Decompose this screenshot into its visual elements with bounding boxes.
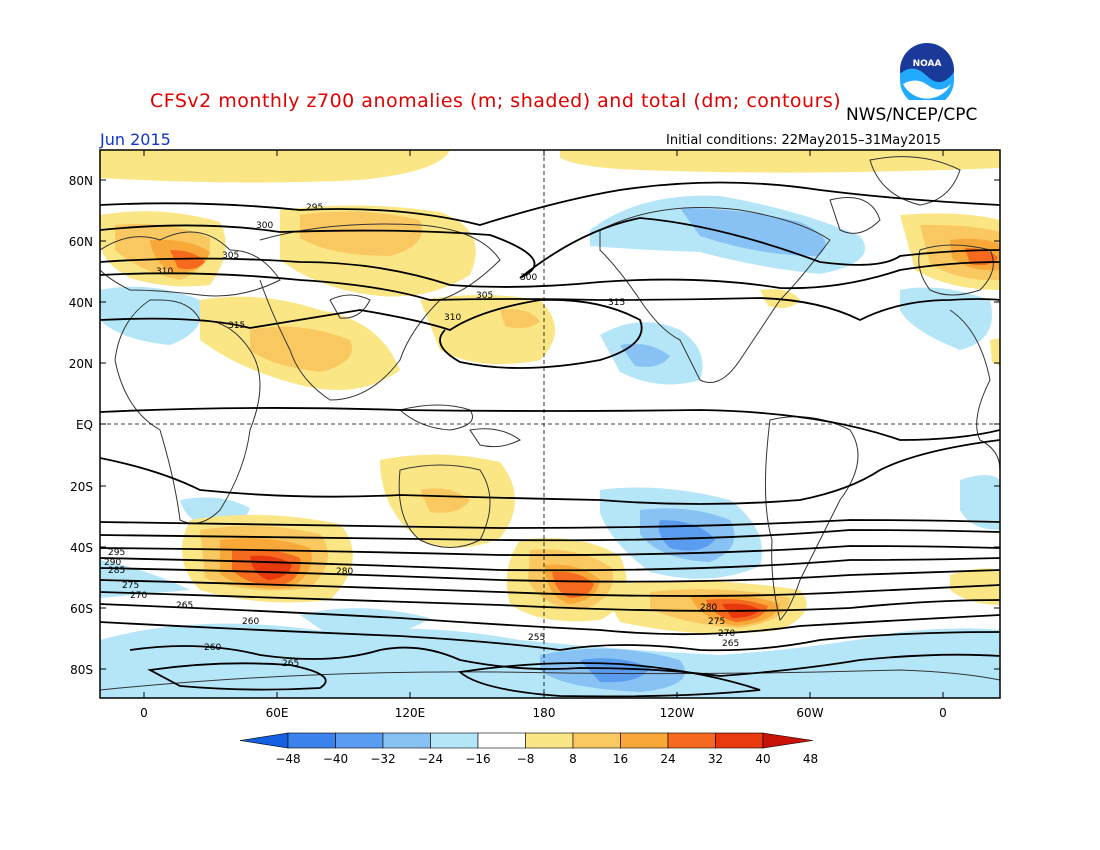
lon-label: 120E xyxy=(395,706,426,720)
contour-label: 315 xyxy=(228,321,245,331)
colorbar-label: 24 xyxy=(660,752,675,766)
colorbar-label: −40 xyxy=(323,752,348,766)
lat-label: 80S xyxy=(70,663,93,677)
lat-label: 80N xyxy=(69,174,93,188)
contour-label: 295 xyxy=(108,548,125,558)
contour-label: 265 xyxy=(282,659,299,669)
contour-label: 310 xyxy=(444,313,461,323)
contour-label: 280 xyxy=(700,603,717,613)
contour-label: 280 xyxy=(336,567,353,577)
colorbar-swatch xyxy=(620,732,669,749)
contour-label: 285 xyxy=(108,566,125,576)
lat-label: 40S xyxy=(70,541,93,555)
height-contours xyxy=(100,181,1000,698)
colorbar-label: −24 xyxy=(418,752,443,766)
colorbar-swatch xyxy=(525,732,574,749)
contour-label: 310 xyxy=(156,267,173,277)
logo-text: NOAA xyxy=(913,59,942,69)
colorbar-label: 32 xyxy=(708,752,723,766)
contour-label: 270 xyxy=(130,591,147,601)
colorbar-arrow-left xyxy=(239,732,289,749)
colorbar-label: 40 xyxy=(755,752,770,766)
colorbar-swatch xyxy=(287,732,336,749)
month-label: Jun 2015 xyxy=(100,130,171,149)
colorbar-arrow-right xyxy=(762,732,814,749)
contour-label: 275 xyxy=(708,617,725,627)
noaa-logo: NOAA xyxy=(898,41,956,100)
colorbar-swatch xyxy=(667,732,716,749)
anomaly-shading xyxy=(100,150,1000,698)
contour-label: 305 xyxy=(222,251,239,261)
colorbar-legend: −48 −40 −32 −24 −16 −8 8 16 24 32 40 48 xyxy=(239,732,818,766)
colorbar-swatch xyxy=(477,732,526,749)
lat-label: 60N xyxy=(69,235,93,249)
lon-label: 0 xyxy=(140,706,148,720)
colorbar-swatch xyxy=(382,732,431,749)
lon-label: 120W xyxy=(660,706,695,720)
lon-label: 0 xyxy=(939,706,947,720)
contour-label: 315 xyxy=(608,298,625,308)
contour-label: 275 xyxy=(122,581,139,591)
contour-label: 300 xyxy=(256,221,273,231)
colorbar-swatch xyxy=(572,732,621,749)
longitude-axis: 0 60E 120E 180 120W 60W 0 xyxy=(140,150,947,720)
colorbar-label: 48 xyxy=(803,752,818,766)
chart-title: CFSv2 monthly z700 anomalies (m; shaded)… xyxy=(150,90,842,112)
colorbar-label: −32 xyxy=(370,752,395,766)
contour-label: 290 xyxy=(104,558,121,568)
latitude-axis: 80N 60N 40N 20N EQ 20S 40S 60S 80S xyxy=(69,174,1000,677)
colorbar-label: 8 xyxy=(569,752,577,766)
lat-label: EQ xyxy=(76,418,93,432)
contour-label: 260 xyxy=(204,643,221,653)
contour-label: 265 xyxy=(176,601,193,611)
colorbar-swatch xyxy=(715,732,764,749)
lat-label: 60S xyxy=(70,602,93,616)
lat-label: 40N xyxy=(69,296,93,310)
contour-label: 265 xyxy=(722,639,739,649)
colorbar-label: −16 xyxy=(465,752,490,766)
lon-label: 180 xyxy=(533,706,556,720)
contour-label: 260 xyxy=(242,617,259,627)
colorbar-swatch xyxy=(430,732,479,749)
contour-labels: 295 300 305 310 315 315 310 305 300 295 … xyxy=(104,203,739,669)
contour-label: 270 xyxy=(718,629,735,639)
initial-conditions-label: Initial conditions: 22May2015–31May2015 xyxy=(666,133,941,148)
contour-label: 300 xyxy=(520,273,537,283)
contour-label: 255 xyxy=(528,633,545,643)
contour-label: 305 xyxy=(476,291,493,301)
lon-label: 60W xyxy=(796,706,823,720)
contour-label: 295 xyxy=(306,203,323,213)
organization-label: NWS/NCEP/CPC xyxy=(846,105,978,125)
coastlines xyxy=(100,156,1000,691)
lat-label: 20N xyxy=(69,357,93,371)
colorbar-label: −48 xyxy=(275,752,300,766)
lon-label: 60E xyxy=(266,706,289,720)
colorbar-swatch xyxy=(335,732,384,749)
colorbar-label: 16 xyxy=(613,752,628,766)
lat-label: 20S xyxy=(70,480,93,494)
colorbar-label: −8 xyxy=(517,752,535,766)
